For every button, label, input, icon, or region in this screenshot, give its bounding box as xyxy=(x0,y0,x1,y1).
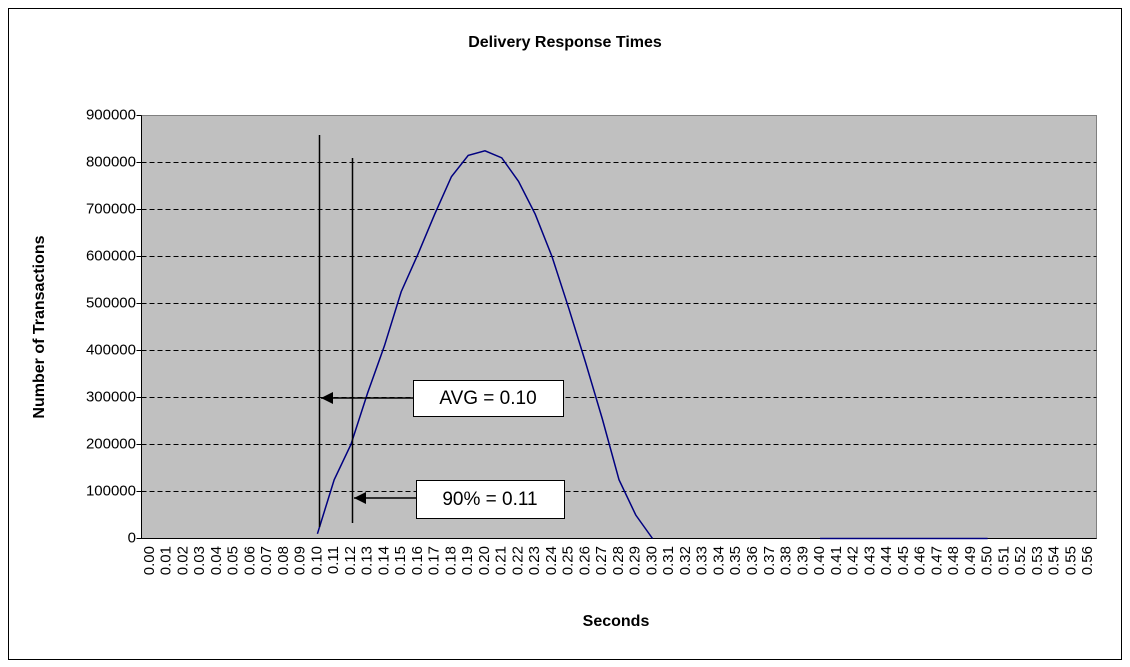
x-tick-label: 0.33 xyxy=(694,546,711,575)
x-tick-label: 0.34 xyxy=(710,546,727,575)
x-tick-label: 0.51 xyxy=(995,546,1012,575)
y-tick-label: 0 xyxy=(128,529,136,546)
x-tick-label: 0.30 xyxy=(643,546,660,575)
x-tick-label: 0.43 xyxy=(861,546,878,575)
x-tick-label: 0.22 xyxy=(509,546,526,575)
annotation: 90% = 0.11 xyxy=(442,489,537,510)
annotation: AVG = 0.10 xyxy=(439,388,536,409)
y-tick-label: 800000 xyxy=(86,153,136,170)
y-tick-label: 500000 xyxy=(86,294,136,311)
x-tick-label: 0.47 xyxy=(928,546,945,575)
x-tick-label: 0.25 xyxy=(560,546,577,575)
x-tick-label: 0.19 xyxy=(459,546,476,575)
x-tick-label: 0.18 xyxy=(442,546,459,575)
x-tick-label: 0.41 xyxy=(828,546,845,575)
chart-title: Delivery Response Times xyxy=(468,34,662,51)
y-tick-label: 700000 xyxy=(86,200,136,217)
x-tick-label: 0.07 xyxy=(258,546,275,575)
x-tick-label: 0.42 xyxy=(845,546,862,575)
x-tick-label: 0.00 xyxy=(141,546,158,575)
x-tick-label: 0.36 xyxy=(744,546,761,575)
y-axis-label: Number of Transactions xyxy=(31,235,48,418)
x-tick-label: 0.26 xyxy=(576,546,593,575)
x-tick-label: 0.14 xyxy=(375,546,392,575)
x-tick-label: 0.52 xyxy=(1012,546,1029,575)
x-tick-label: 0.11 xyxy=(325,546,342,574)
x-tick-label: 0.49 xyxy=(962,546,979,575)
x-tick-label: 0.44 xyxy=(878,546,895,575)
series-line xyxy=(316,149,988,540)
annotation-box xyxy=(416,480,565,519)
x-tick-label: 0.03 xyxy=(191,546,208,575)
x-tick-label: 0.01 xyxy=(158,546,175,575)
x-tick-label: 0.55 xyxy=(1062,546,1079,575)
x-tick-label: 0.32 xyxy=(677,546,694,575)
x-tick-label: 0.31 xyxy=(660,546,677,575)
y-tick-label: 900000 xyxy=(86,106,136,123)
x-tick-label: 0.53 xyxy=(1029,546,1046,575)
x-tick-label: 0.48 xyxy=(945,546,962,575)
x-tick-label: 0.50 xyxy=(979,546,996,575)
x-tick-label: 0.38 xyxy=(778,546,795,575)
x-tick-label: 0.45 xyxy=(895,546,912,575)
x-tick-label: 0.02 xyxy=(174,546,191,575)
x-tick-label: 0.10 xyxy=(308,546,325,575)
x-tick-label: 0.20 xyxy=(476,546,493,575)
x-tick-label: 0.16 xyxy=(409,546,426,575)
x-tick-label: 0.29 xyxy=(627,546,644,575)
x-tick-label: 0.54 xyxy=(1046,546,1063,575)
x-tick-label: 0.15 xyxy=(392,546,409,575)
x-tick-label: 0.56 xyxy=(1079,546,1096,575)
annotation-box xyxy=(413,380,564,417)
x-tick-label: 0.35 xyxy=(727,546,744,575)
x-tick-label: 0.04 xyxy=(208,546,225,575)
x-tick-label: 0.27 xyxy=(593,546,610,575)
x-axis-label: Seconds xyxy=(583,613,650,630)
y-tick-label: 600000 xyxy=(86,247,136,264)
plot-area xyxy=(141,115,1097,539)
x-tick-label: 0.05 xyxy=(225,546,242,575)
y-tick-label: 200000 xyxy=(86,435,136,452)
x-tick-label: 0.40 xyxy=(811,546,828,575)
x-tick-label: 0.28 xyxy=(610,546,627,575)
x-tick-label: 0.24 xyxy=(543,546,560,575)
plot: 0 100000 200000 300000 400000 500000 600000 700… xyxy=(86,106,1097,575)
y-tick-label: 100000 xyxy=(86,482,136,499)
x-tick-label: 0.46 xyxy=(912,546,929,575)
x-tick-label: 0.08 xyxy=(275,546,292,575)
y-tick-label: 400000 xyxy=(86,341,136,358)
x-tick-label: 0.39 xyxy=(794,546,811,575)
x-tick-label: 0.09 xyxy=(292,546,309,575)
x-tick-label: 0.06 xyxy=(241,546,258,575)
x-tick-label: 0.12 xyxy=(342,546,359,575)
x-tick-label: 0.13 xyxy=(359,546,376,575)
x-tick-label: 0.21 xyxy=(493,546,510,575)
x-tick-label: 0.23 xyxy=(526,546,543,575)
y-tick-label: 300000 xyxy=(86,388,136,405)
x-tick-label: 0.17 xyxy=(426,546,443,575)
x-tick-label: 0.37 xyxy=(761,546,778,575)
